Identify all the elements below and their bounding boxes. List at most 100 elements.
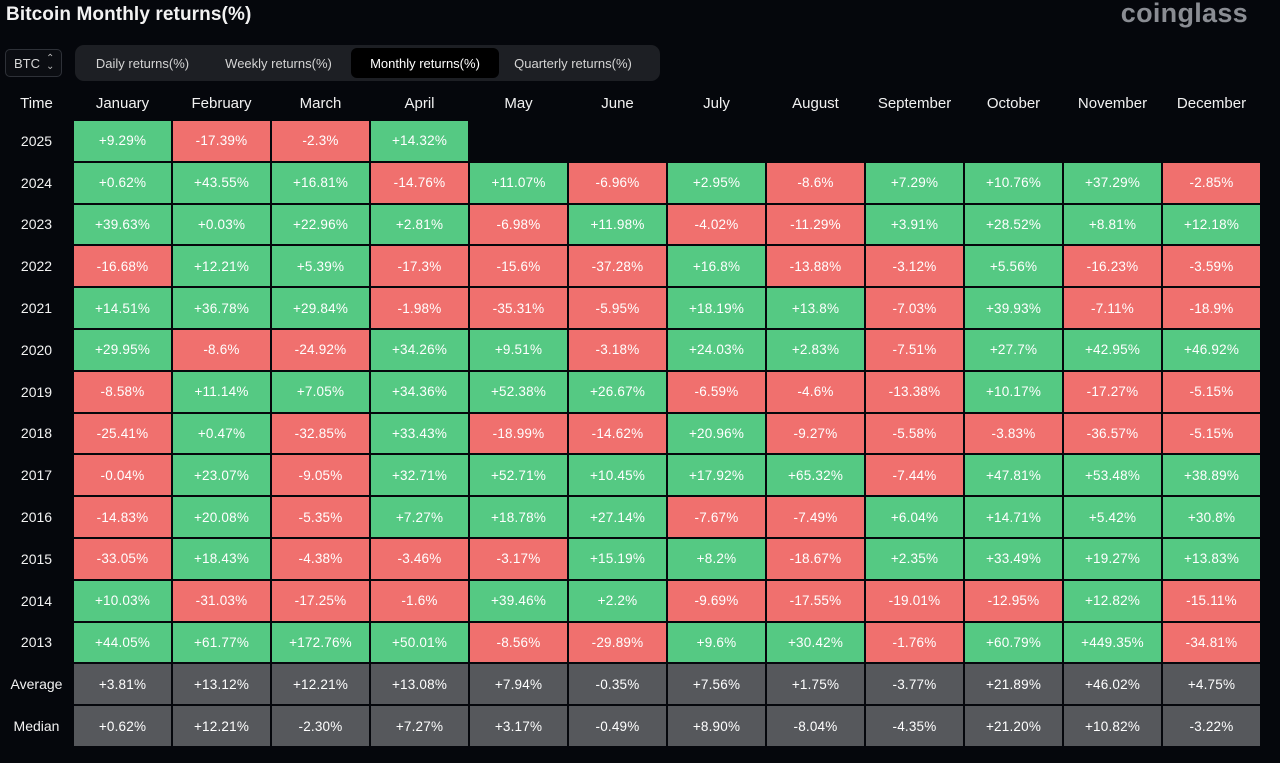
return-cell: -2.30% <box>271 705 370 747</box>
column-header: May <box>504 94 533 112</box>
return-cell: +0.62% <box>73 161 172 204</box>
return-cell: +34.36% <box>370 370 469 413</box>
return-cell: +13.8% <box>766 287 865 329</box>
return-cell: -9.27% <box>766 412 865 455</box>
column-header: December <box>1176 94 1247 112</box>
return-cell: +53.48% <box>1063 454 1162 497</box>
summary-row-label: Average <box>10 676 63 693</box>
return-cell: -5.15% <box>1162 412 1261 455</box>
year-label: 2021 <box>20 300 53 317</box>
return-cell: -34.81% <box>1162 621 1261 664</box>
return-cell: +8.81% <box>1063 203 1162 246</box>
return-cell: +12.82% <box>1063 579 1162 622</box>
return-cell: +5.39% <box>271 245 370 288</box>
return-cell: +30.42% <box>766 621 865 664</box>
return-cell: +4.75% <box>1162 663 1261 706</box>
return-cell: -7.03% <box>865 287 964 329</box>
column-header: October <box>986 94 1041 112</box>
year-label: 2014 <box>20 592 53 609</box>
return-cell: +10.82% <box>1063 705 1162 747</box>
return-cell: +22.96% <box>271 203 370 246</box>
empty-cell <box>667 120 766 162</box>
return-cell: +28.52% <box>964 203 1063 246</box>
return-cell: +37.29% <box>1063 161 1162 204</box>
return-cell: +13.12% <box>172 663 271 706</box>
return-cell: +6.04% <box>865 496 964 538</box>
year-label: 2024 <box>20 174 53 191</box>
return-cell: +8.90% <box>667 705 766 747</box>
return-cell: -24.92% <box>271 328 370 371</box>
return-cell: -0.04% <box>73 454 172 497</box>
return-cell: +14.71% <box>964 496 1063 538</box>
return-cell: +15.19% <box>568 537 667 580</box>
return-cell: -15.11% <box>1162 579 1261 622</box>
return-cell: +26.67% <box>568 370 667 413</box>
return-cell: +20.96% <box>667 412 766 455</box>
tab-daily-returns[interactable]: Daily returns(%) <box>95 55 190 71</box>
year-label: 2016 <box>20 509 53 526</box>
return-cell: -14.83% <box>73 496 172 538</box>
return-cell: +7.56% <box>667 663 766 706</box>
return-cell: +10.45% <box>568 454 667 497</box>
year-label: 2022 <box>20 258 53 275</box>
return-cell: -17.39% <box>172 120 271 162</box>
return-cell: -35.31% <box>469 287 568 329</box>
return-cell: +12.21% <box>172 245 271 288</box>
return-cell: +0.03% <box>172 203 271 246</box>
return-cell: +43.55% <box>172 161 271 204</box>
year-label: 2025 <box>20 132 53 149</box>
tab-monthly-returns[interactable]: Monthly returns(%) <box>351 48 499 78</box>
return-cell: +449.35% <box>1063 621 1162 664</box>
return-cell: +44.05% <box>73 621 172 664</box>
return-cell: -5.35% <box>271 496 370 538</box>
asset-select[interactable]: BTC ⌃ ⌄ <box>5 49 62 77</box>
year-label: 2019 <box>20 383 53 400</box>
year-label: 2013 <box>20 634 53 651</box>
return-cell: -32.85% <box>271 412 370 455</box>
return-cell: -9.69% <box>667 579 766 622</box>
return-cell: +9.6% <box>667 621 766 664</box>
empty-cell <box>568 120 667 162</box>
return-cell: +10.03% <box>73 579 172 622</box>
year-label: 2015 <box>20 550 53 567</box>
brand-logo: coinglass <box>1120 0 1248 28</box>
return-cell: -0.35% <box>568 663 667 706</box>
return-cell: +13.08% <box>370 663 469 706</box>
return-cell: +7.27% <box>370 496 469 538</box>
return-cell: +46.92% <box>1162 328 1261 371</box>
empty-cell <box>865 120 964 162</box>
return-cell: +34.26% <box>370 328 469 371</box>
return-cell: +18.78% <box>469 496 568 538</box>
return-cell: -25.41% <box>73 412 172 455</box>
tab-quarterly-returns[interactable]: Quarterly returns(%) <box>514 55 632 71</box>
return-cell: -9.05% <box>271 454 370 497</box>
return-cell: -8.6% <box>172 328 271 371</box>
return-cell: +27.14% <box>568 496 667 538</box>
return-cell: -33.05% <box>73 537 172 580</box>
return-cell: -0.49% <box>568 705 667 747</box>
return-cell: +23.07% <box>172 454 271 497</box>
return-cell: +9.51% <box>469 328 568 371</box>
return-cell: +29.95% <box>73 328 172 371</box>
return-cell: +13.83% <box>1162 537 1261 580</box>
return-cell: +39.46% <box>469 579 568 622</box>
return-cell: +36.78% <box>172 287 271 329</box>
return-cell: -36.57% <box>1063 412 1162 455</box>
return-cell: +21.89% <box>964 663 1063 706</box>
return-cell: -3.83% <box>964 412 1063 455</box>
tab-weekly-returns[interactable]: Weekly returns(%) <box>225 55 332 71</box>
return-cell: +65.32% <box>766 454 865 497</box>
return-cell: -1.76% <box>865 621 964 664</box>
column-header: September <box>877 94 952 112</box>
return-cell: -8.56% <box>469 621 568 664</box>
return-cell: -7.67% <box>667 496 766 538</box>
return-cell: -13.38% <box>865 370 964 413</box>
return-cell: +7.94% <box>469 663 568 706</box>
return-cell: -2.3% <box>271 120 370 162</box>
return-cell: +5.42% <box>1063 496 1162 538</box>
return-cell: -7.51% <box>865 328 964 371</box>
return-cell: +20.08% <box>172 496 271 538</box>
empty-cell <box>766 120 865 162</box>
return-cell: -13.88% <box>766 245 865 288</box>
monthly-returns-heatmap: Time January February March April May June July… <box>0 86 1280 749</box>
